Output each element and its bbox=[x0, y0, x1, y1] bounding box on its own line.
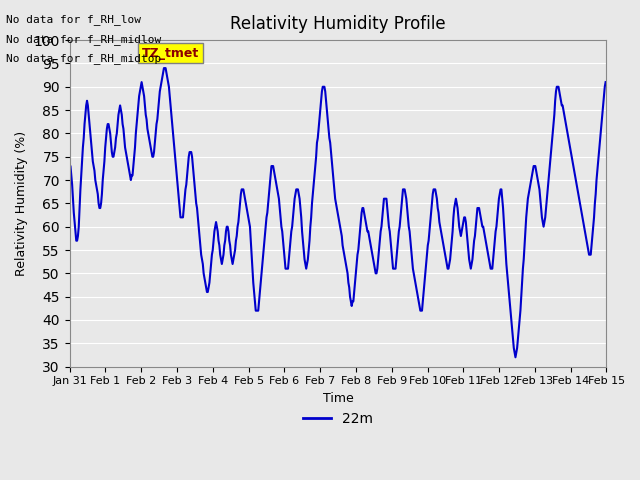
Y-axis label: Relativity Humidity (%): Relativity Humidity (%) bbox=[15, 131, 28, 276]
Text: No data for f_RH_low: No data for f_RH_low bbox=[6, 14, 141, 25]
Title: Relativity Humidity Profile: Relativity Humidity Profile bbox=[230, 15, 446, 33]
Text: No data for f_RH_midtop: No data for f_RH_midtop bbox=[6, 53, 162, 64]
Text: TZ_tmet: TZ_tmet bbox=[142, 47, 200, 60]
Text: No data for f_RH_midlow: No data for f_RH_midlow bbox=[6, 34, 162, 45]
X-axis label: Time: Time bbox=[323, 392, 353, 405]
Legend: 22m: 22m bbox=[298, 407, 378, 432]
